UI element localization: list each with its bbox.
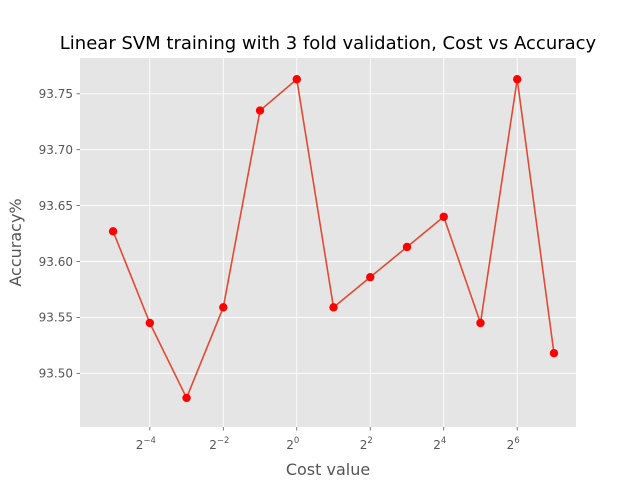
x-tick-base: 2 [286, 438, 294, 452]
x-tick-label: 22 [360, 436, 373, 452]
y-tick-label: 93.75 [39, 87, 73, 101]
x-tick-label: 20 [286, 436, 299, 452]
data-series [108, 75, 559, 403]
data-point [219, 303, 228, 312]
x-tick-base: 2 [507, 438, 515, 452]
data-point [549, 349, 559, 358]
chart-title: Linear SVM training with 3 fold validati… [60, 33, 597, 54]
y-tick-label: 93.70 [39, 143, 73, 157]
data-point [329, 303, 338, 312]
data-point [182, 393, 191, 403]
x-axis-label: Cost value [286, 460, 370, 479]
x-tick-exponent: −2 [217, 436, 230, 446]
x-tick-base: 2 [209, 438, 217, 452]
x-tick-base: 2 [136, 438, 144, 452]
data-point [476, 318, 485, 328]
y-tick-label: 93.50 [39, 367, 73, 381]
x-tick-exponent: 2 [367, 436, 372, 446]
data-point [439, 212, 448, 221]
x-tick-exponent: 6 [514, 436, 519, 446]
data-point [145, 318, 155, 328]
x-tick-label: 24 [433, 436, 446, 452]
x-tick-base: 2 [360, 438, 368, 452]
x-tick-exponent: 4 [441, 436, 446, 446]
x-tick-label: 2−4 [136, 436, 156, 452]
data-point [366, 272, 375, 282]
data-point [292, 75, 301, 84]
grid-lines [80, 58, 576, 427]
y-tick-label: 93.55 [39, 311, 73, 325]
data-point [255, 106, 265, 115]
x-tick-label: 2−2 [209, 436, 229, 452]
x-tick-exponent: −4 [143, 436, 156, 446]
data-point [513, 75, 522, 84]
y-axis-label: Accuracy% [6, 198, 25, 286]
data-point [108, 227, 118, 236]
x-tick-label: 26 [507, 436, 520, 452]
y-tick-label: 93.65 [39, 199, 73, 213]
y-tick-label: 93.60 [39, 255, 73, 269]
data-point [402, 242, 412, 252]
x-tick-base: 2 [433, 438, 441, 452]
x-tick-exponent: 0 [294, 436, 299, 446]
plot-area [80, 58, 576, 427]
